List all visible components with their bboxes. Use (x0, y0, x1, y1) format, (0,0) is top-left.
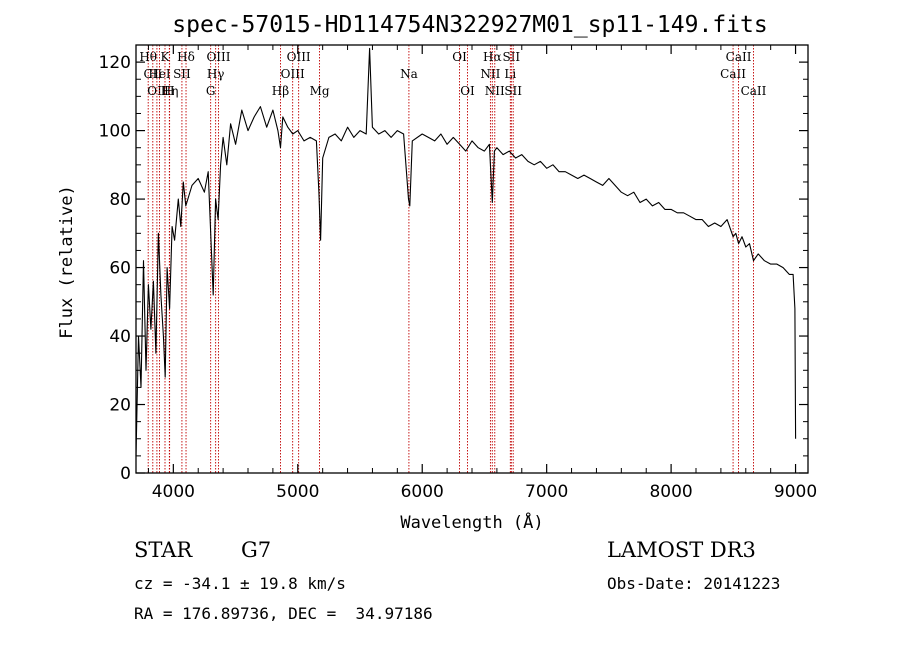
x-tick-label: 6000 (401, 482, 444, 502)
chart-title: spec-57015-HD114754N322927M01_sp11-149.f… (172, 12, 767, 38)
y-tick-label: 80 (109, 190, 131, 210)
line-marker-label: Na (400, 67, 418, 81)
line-marker-label: Hβ (272, 84, 289, 98)
line-marker-label: Hγ (207, 67, 225, 81)
plot-frame (135, 44, 809, 474)
line-marker-label: SII (173, 67, 191, 81)
line-marker-label: OII (147, 84, 167, 98)
line-marker-label: OI (460, 84, 475, 98)
y-tick-label: 60 (109, 259, 131, 279)
line-marker-label: HeI (148, 67, 171, 81)
line-markers: HθCIIOIIHeIKHηHSIIHδGHγOIIIHβOIIIOIIIMgN… (139, 45, 767, 473)
y-tick-label: 40 (109, 327, 131, 347)
line-marker-label: OI (452, 50, 467, 64)
line-marker-label: H (164, 84, 174, 98)
line-marker-label: OIII (281, 67, 305, 81)
x-tick-label: 5000 (276, 482, 319, 502)
x-tick-label: 7000 (525, 482, 568, 502)
y-tick-label: 100 (99, 122, 131, 142)
redshift-cz: cz = -34.1 ± 19.8 km/s (134, 574, 346, 593)
line-marker-label: G (206, 84, 216, 98)
coordinates: RA = 176.89736, DEC = 34.97186 (134, 604, 433, 623)
line-marker-label: NII (480, 67, 500, 81)
line-marker-label: Mg (310, 84, 330, 98)
y-tick-label: 0 (120, 464, 131, 484)
x-tick-label: 8000 (649, 482, 692, 502)
object-type: STAR (134, 538, 193, 562)
line-marker-label: K (161, 50, 171, 64)
line-marker-label: Hδ (177, 50, 195, 64)
line-marker-label: CaII (741, 84, 767, 98)
y-axis-label: Flux (relative) (57, 185, 77, 339)
line-marker-label: SII (502, 50, 520, 64)
x-tick-label: 4000 (152, 482, 195, 502)
line-marker-label: Li (504, 67, 516, 81)
x-tick-label: 9000 (774, 482, 817, 502)
line-marker-label: CaII (720, 67, 746, 81)
line-marker-label: Hα (483, 50, 502, 64)
spectrum-line (135, 47, 797, 456)
survey-name: LAMOST DR3 (607, 538, 756, 562)
observation-date: Obs-Date: 20141223 (607, 574, 781, 593)
spectrum-series (135, 47, 797, 456)
line-marker-label: OIII (206, 50, 230, 64)
line-marker-label: CaII (726, 50, 752, 64)
spectral-subclass: G7 (241, 538, 272, 562)
line-marker-label: CII (143, 67, 162, 81)
y-tick-label: 120 (99, 53, 131, 73)
line-marker-label: NII (485, 84, 505, 98)
y-tick-label: 20 (109, 396, 131, 416)
line-marker-label: OIII (287, 50, 311, 64)
line-marker-label: SII (504, 84, 522, 98)
axis-ticks: 4000 5000 6000 7000 8000 9000 0 20 40 60 80 100 120 (99, 45, 817, 502)
x-axis-label: Wavelength (Å) (400, 511, 543, 533)
